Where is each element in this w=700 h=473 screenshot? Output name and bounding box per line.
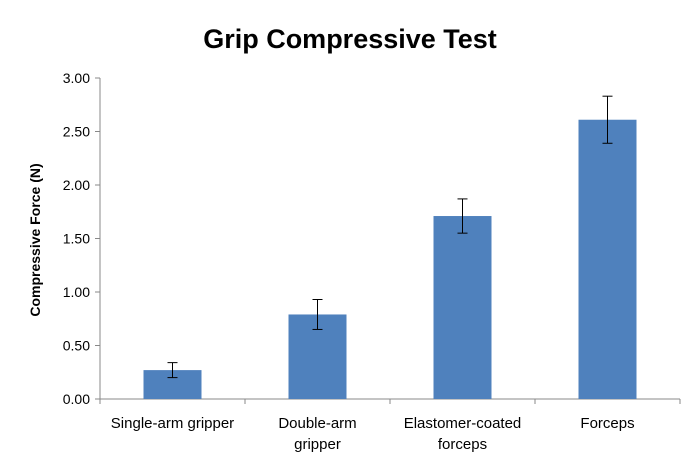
x-tick-label: Elastomer-coated: [404, 415, 522, 432]
y-tick-label: 2.50: [63, 124, 90, 140]
x-tick-label: Single-arm gripper: [111, 415, 234, 432]
y-tick-label: 3.00: [63, 70, 90, 86]
bar: [578, 119, 637, 399]
chart-title: Grip Compressive Test: [203, 24, 497, 54]
x-tick-label: forceps: [438, 436, 487, 453]
y-tick-label: 1.00: [63, 284, 90, 300]
x-tick-label: Double-arm: [278, 415, 356, 432]
y-tick-label: 2.00: [63, 177, 90, 193]
y-tick-label: 1.50: [63, 231, 90, 247]
x-tick-label: gripper: [294, 436, 341, 453]
x-tick-label: Forceps: [580, 415, 634, 432]
y-axis-label: Compressive Force (N): [27, 163, 43, 316]
y-tick-label: 0.00: [63, 391, 90, 407]
bar: [433, 216, 492, 399]
y-tick-label: 0.50: [63, 338, 90, 354]
